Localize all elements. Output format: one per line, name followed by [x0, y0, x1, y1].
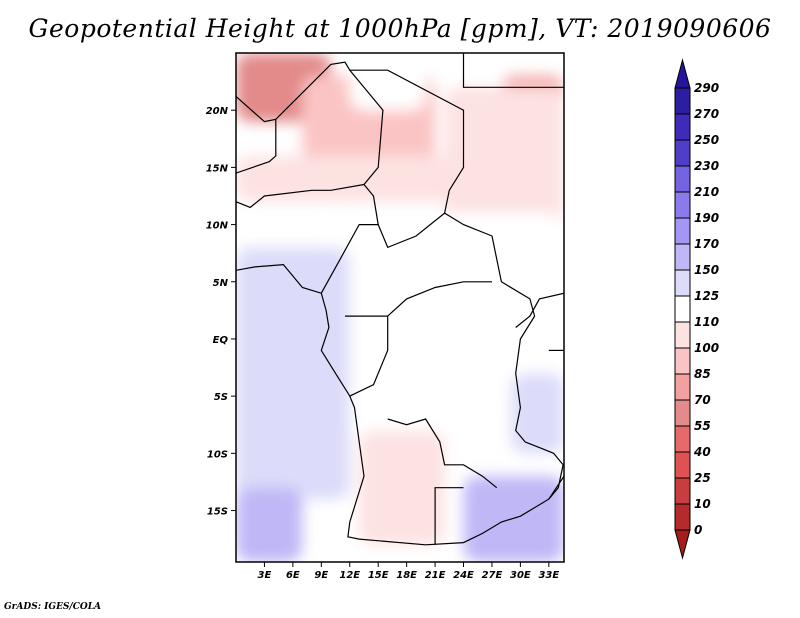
lon-tick-label: 21E [425, 570, 446, 581]
colorbar-label: 150 [694, 263, 719, 277]
colorbar-label: 250 [694, 133, 719, 147]
lon-tick-label: 18E [396, 570, 417, 581]
border-line [236, 263, 564, 546]
lon-tick-label: 6E [286, 570, 300, 581]
lon-axis: 3E 6E 9E 12E 15E 18E 21E 24E 27E 30E 33E [258, 562, 559, 581]
colorbar-segment [674, 191, 691, 219]
colorbar-segment [674, 243, 691, 271]
colorbar-segment [674, 269, 691, 297]
field-region [330, 213, 564, 431]
border-line [236, 119, 277, 174]
lon-tick-label: 33E [538, 570, 559, 581]
colorbar-segment [674, 477, 691, 505]
colorbar-label: 100 [694, 341, 719, 355]
colorbar-segment [674, 425, 691, 453]
border-line [387, 418, 498, 489]
colorbar-segment [674, 347, 691, 375]
border-line [345, 315, 389, 397]
colorbar-label: 230 [694, 159, 719, 173]
lat-tick-label: 5N [213, 278, 229, 289]
lat-tick-label: 10S [207, 449, 228, 460]
field-region [463, 476, 564, 562]
border-line [524, 441, 564, 500]
lon-tick-label: 27E [482, 570, 503, 581]
colorbar-segment [674, 399, 691, 427]
colorbar-label: 270 [694, 107, 719, 121]
lon-tick-label: 12E [339, 570, 360, 581]
colorbar: 0 10 25 40 55 70 85 100 110 125 150 170 190 210 230 250… [674, 58, 719, 560]
lon-tick-label: 24E [453, 570, 474, 581]
colorbar-extend-bottom [674, 529, 691, 560]
colorbar-label: 210 [694, 185, 719, 199]
lat-axis: 20N 15N 10N 5N EQ 5S 10S 15S [206, 106, 236, 518]
field-region [236, 155, 564, 202]
colorbar-label: 55 [694, 419, 711, 433]
colorbar-segment [674, 321, 691, 349]
border-line [434, 487, 464, 545]
colorbar-segment [674, 295, 691, 323]
chart-title: Geopotential Height at 1000hPa [gpm], VT… [28, 14, 772, 43]
border-line [236, 183, 365, 209]
lat-tick-label: 15S [207, 507, 228, 518]
lat-tick-label: 15N [206, 163, 229, 174]
border-line [462, 53, 564, 88]
colorbar-label: 170 [694, 237, 719, 251]
colorbar-label: 70 [694, 393, 711, 407]
colorbar-segment [674, 165, 691, 193]
map-frame [235, 52, 565, 563]
colorbar-label: 190 [694, 211, 719, 225]
field-region [236, 487, 303, 562]
colorbar-segment [674, 451, 691, 479]
border-line [349, 69, 384, 225]
colorbar-segment [674, 503, 691, 531]
colorbar-label: 0 [694, 523, 702, 537]
border-line [387, 281, 492, 317]
colorbar-extend-top [674, 58, 691, 89]
field-region [349, 53, 426, 111]
lon-tick-label: 9E [314, 570, 328, 581]
lon-tick-label: 30E [510, 570, 531, 581]
map-field [236, 53, 564, 562]
field-region [510, 373, 564, 454]
colorbar-segment [674, 139, 691, 167]
lat-tick-label: 10N [206, 221, 229, 232]
colorbar-label: 110 [694, 315, 719, 329]
colorbar-label: 40 [693, 445, 711, 459]
colorbar-label: 85 [694, 367, 711, 381]
lat-tick-label: 5S [214, 392, 228, 403]
lat-tick-label: EQ [213, 335, 229, 346]
colorbar-label: 10 [694, 497, 711, 511]
colorbar-label: 125 [694, 289, 719, 303]
colorbar-label: 290 [694, 81, 719, 95]
field-region [236, 247, 350, 500]
border-line [515, 292, 564, 328]
colorbar-segment [674, 113, 691, 141]
colorbar-segment [674, 87, 691, 115]
colorbar-segment [674, 217, 691, 245]
colorbar-segment [674, 373, 691, 401]
lon-tick-label: 15E [368, 570, 389, 581]
lon-tick-label: 3E [258, 570, 272, 581]
lat-tick-label: 20N [206, 106, 229, 117]
colorbar-label: 25 [694, 471, 711, 485]
field-region [359, 430, 445, 545]
border-line [320, 212, 536, 443]
grads-credit: GrADS: IGES/COLA [4, 602, 102, 612]
country-borders [236, 53, 564, 546]
